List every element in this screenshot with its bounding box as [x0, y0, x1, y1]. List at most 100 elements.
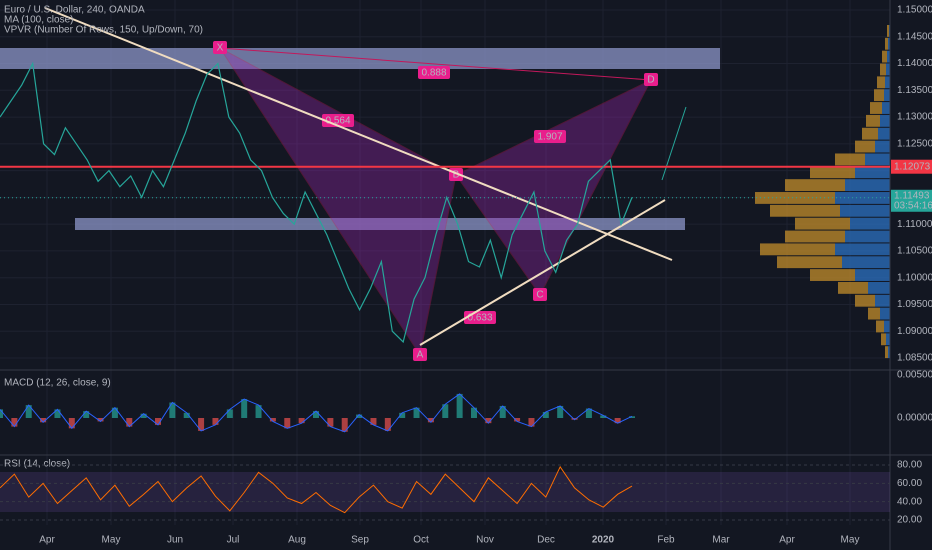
macd-bar — [255, 405, 262, 418]
x-tick-label: Oct — [413, 535, 429, 546]
price-line — [0, 61, 633, 344]
y-tick-label: 1.09500 — [897, 299, 932, 310]
profile-down — [835, 153, 865, 166]
profile-up — [855, 166, 890, 179]
ratio-label: 0.633 — [467, 313, 492, 324]
macd-bar — [54, 409, 61, 418]
symbol: Euro / U.S. Dollar, 240, OANDA — [4, 5, 145, 16]
profile-down — [785, 179, 845, 192]
macd-bar — [384, 418, 391, 431]
vpvr-label: VPVR (Number Of Rows, 150, Up/Down, 70) — [4, 25, 203, 36]
macd-bar — [600, 415, 607, 418]
projection-arrow — [661, 106, 687, 181]
profile-down — [770, 204, 840, 217]
macd-bar — [40, 418, 47, 423]
volume-profile — [755, 24, 890, 359]
macd-bar — [284, 418, 291, 429]
macd-bar — [427, 418, 434, 423]
macd-bar — [557, 405, 564, 418]
profile-up — [884, 89, 890, 102]
profile-down — [876, 320, 884, 333]
profile-up — [840, 204, 890, 217]
macd-bar — [514, 418, 521, 422]
point-tag — [413, 348, 427, 361]
ratio-label: 1.907 — [537, 132, 562, 143]
macd-bar — [111, 407, 118, 418]
profile-down — [855, 140, 875, 153]
profile-down — [755, 192, 835, 204]
profile-down — [862, 127, 878, 140]
point-label: B — [453, 170, 460, 181]
profile-down — [880, 63, 886, 76]
profile-up — [865, 153, 890, 166]
profile-up — [845, 179, 890, 192]
macd-bar — [413, 407, 420, 418]
y-tick-label: 1.09000 — [897, 326, 932, 337]
macd-bar — [442, 404, 449, 418]
rsi-band — [0, 472, 890, 512]
y-tick-label: 1.10500 — [897, 246, 932, 257]
x-tick-label: May — [102, 535, 121, 546]
rsi-tick-label: 40.00 — [897, 496, 922, 507]
profile-up — [875, 294, 890, 307]
profile-down — [868, 307, 880, 320]
profile-up — [855, 269, 890, 281]
pattern-bcd — [455, 78, 653, 296]
ma-label: MA (100, close) — [4, 15, 73, 26]
macd-bar — [68, 418, 75, 429]
x-tick-label: Nov — [476, 535, 494, 546]
ratio-tag — [418, 66, 450, 79]
macd-bar — [485, 418, 492, 424]
ratio-tag — [534, 130, 566, 143]
profile-down — [885, 37, 888, 50]
x-tick-label: Jun — [167, 535, 183, 546]
profile-down — [838, 281, 868, 294]
x-tick-label: Apr — [39, 535, 55, 546]
profile-up — [880, 114, 890, 127]
x-tick-label: May — [841, 535, 860, 546]
ratio-label: 0.564 — [325, 116, 350, 127]
macd-bar — [456, 393, 463, 418]
profile-down — [785, 230, 845, 243]
macd-bar — [614, 418, 621, 424]
profile-up — [875, 140, 890, 153]
ratio-label: 0.888 — [421, 68, 446, 79]
macd-bar — [83, 411, 90, 418]
profile-down — [810, 269, 855, 281]
resistance-label: 1.12073 — [894, 161, 931, 172]
point-label: A — [417, 350, 424, 361]
macd-bar — [499, 405, 506, 418]
macd-bar — [226, 409, 233, 418]
point-label: X — [217, 43, 224, 54]
point-label: D — [647, 75, 654, 86]
demand-zone — [75, 218, 685, 230]
point-tag — [213, 41, 227, 54]
macd-tick-label: 0.00500 — [897, 370, 932, 381]
x-tick-label: 2020 — [592, 535, 615, 546]
x-tick-label: Apr — [779, 535, 795, 546]
pattern-xd — [219, 47, 652, 81]
rsi-tick-label: 80.00 — [897, 460, 922, 471]
macd-bar — [0, 409, 3, 418]
profile-down — [885, 346, 888, 359]
point-label: C — [536, 290, 543, 301]
x-tick-label: Sep — [351, 535, 369, 546]
macd-bar — [370, 418, 377, 425]
profile-down — [881, 333, 886, 346]
profile-up — [868, 281, 890, 294]
rsi-line — [0, 465, 633, 514]
y-tick-label: 1.14500 — [897, 31, 932, 42]
macd-bar — [140, 413, 147, 418]
profile-down — [887, 24, 889, 37]
countdown: 03:54:16 — [894, 200, 932, 211]
profile-up — [850, 217, 890, 230]
last-price-tag — [891, 189, 932, 212]
profile-down — [870, 102, 882, 114]
profile-up — [887, 50, 890, 63]
macd-bar — [629, 416, 635, 418]
macd-bar — [298, 418, 305, 424]
macd-bar — [399, 412, 406, 418]
macd-tick-label: 0.00000 — [897, 413, 932, 424]
